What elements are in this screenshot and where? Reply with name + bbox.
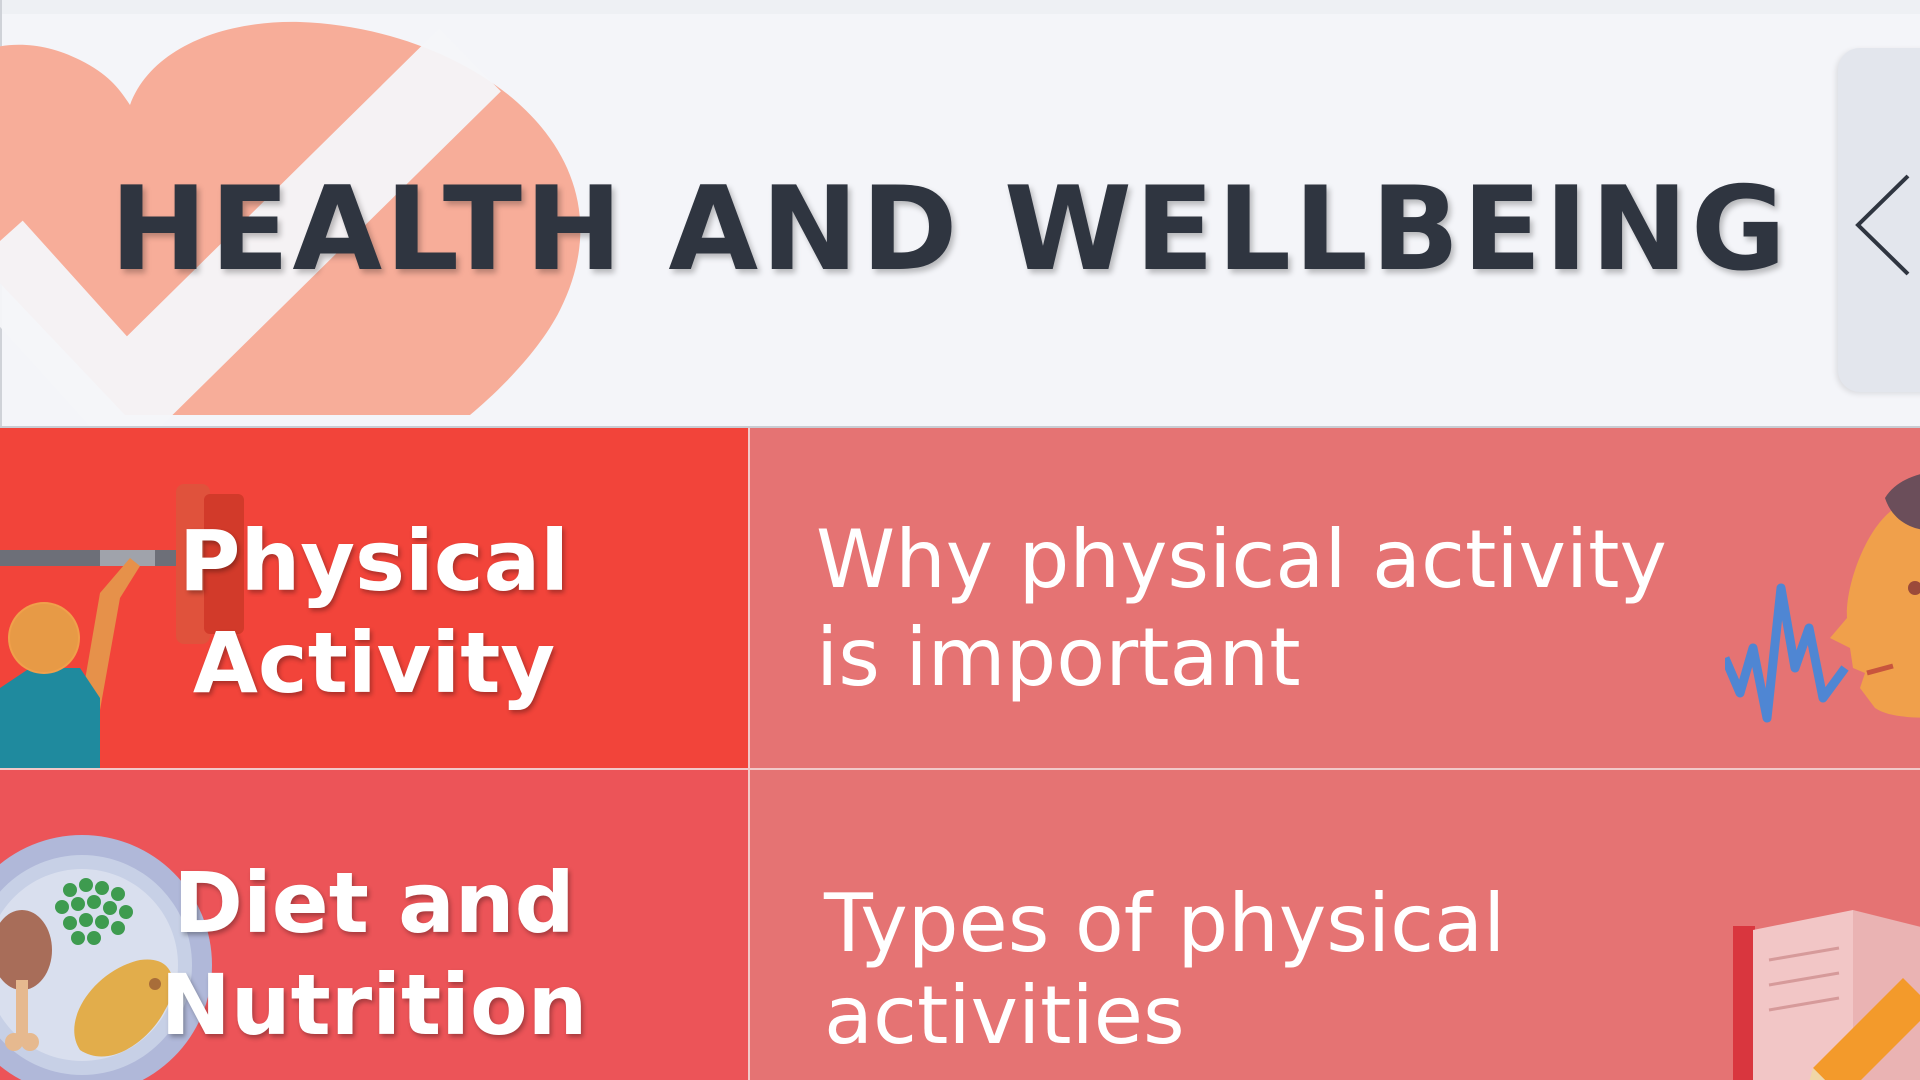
category-label-line2: Nutrition bbox=[160, 956, 588, 1054]
weightlifter-icon bbox=[0, 484, 244, 768]
category-label-line1: Physical bbox=[178, 512, 570, 610]
row-divider bbox=[0, 768, 1920, 770]
lesson-title-line2: is important bbox=[816, 611, 1301, 704]
category-label-line1: Diet and bbox=[173, 854, 575, 952]
category-diet-and-nutrition[interactable]: Diet and Nutrition bbox=[0, 770, 748, 1080]
page-title: HEALTH AND WELLBEING bbox=[110, 162, 1790, 297]
header: HEALTH AND WELLBEING bbox=[0, 0, 1920, 428]
lesson-title-line2: activities bbox=[824, 969, 1185, 1062]
lesson-why-physical-activity[interactable]: Why physical activity is important bbox=[750, 428, 1920, 768]
lesson-title-line1: Types of physical bbox=[824, 877, 1506, 970]
column-divider bbox=[748, 428, 750, 1080]
back-button[interactable] bbox=[1838, 48, 1920, 392]
speaking-head-icon bbox=[1725, 474, 1920, 723]
lesson-title-line1: Why physical activity bbox=[816, 513, 1667, 606]
food-plate-icon bbox=[0, 835, 212, 1080]
category-physical-activity[interactable]: Physical Activity bbox=[0, 428, 748, 768]
lesson-types-of-physical-activities[interactable]: Types of physical activities bbox=[750, 770, 1920, 1080]
header-top-edge bbox=[0, 0, 1920, 14]
book-pencil-icon bbox=[1733, 910, 1920, 1080]
heart-check-logo-icon bbox=[0, 21, 581, 426]
chevron-left-icon bbox=[1855, 174, 1910, 276]
category-label-line2: Activity bbox=[192, 614, 556, 712]
